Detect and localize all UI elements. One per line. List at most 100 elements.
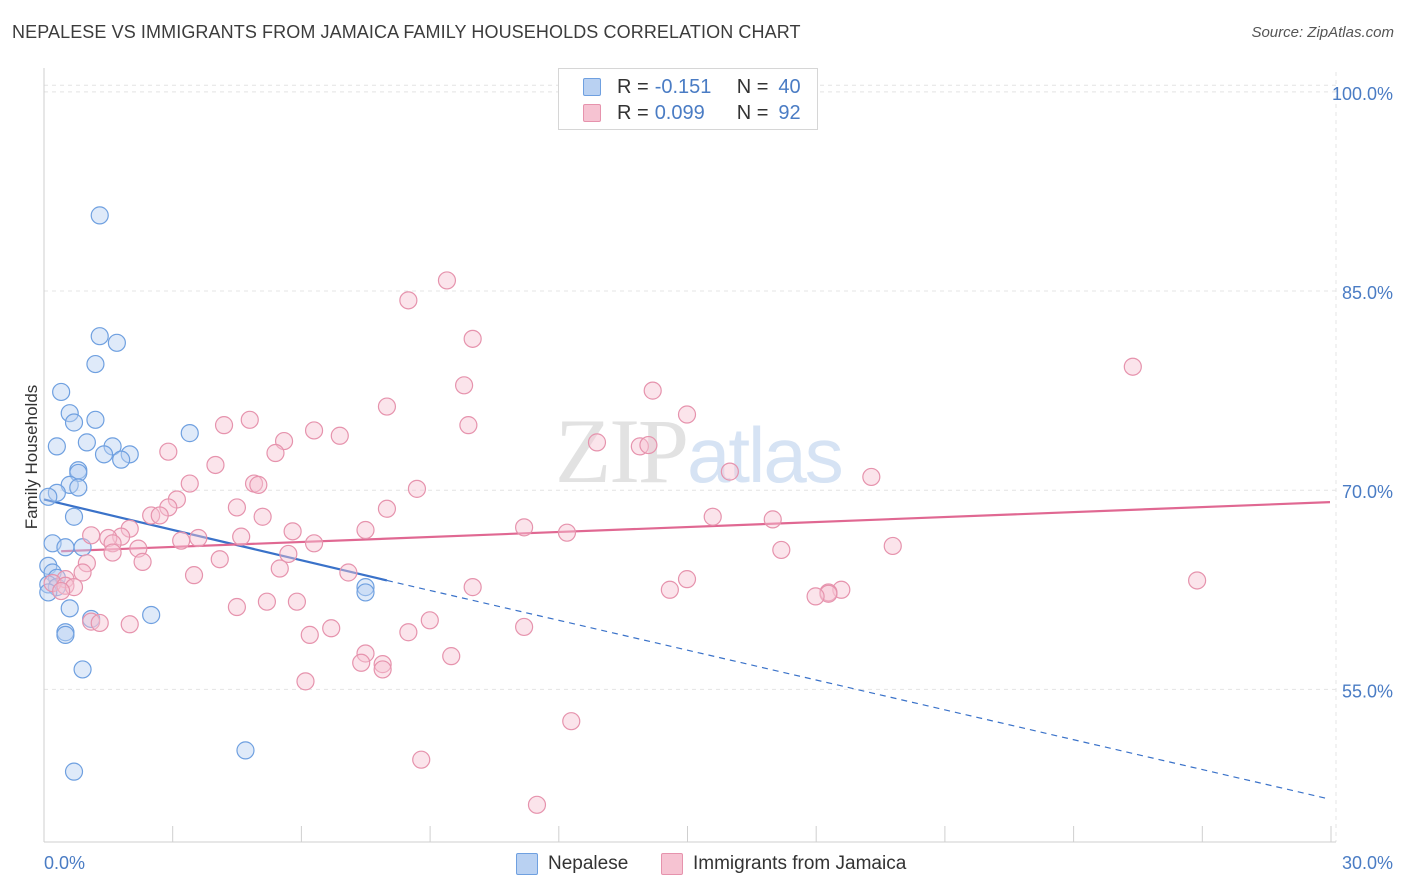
point-jamaica <box>720 462 739 481</box>
chart-title: NEPALESE VS IMMIGRANTS FROM JAMAICA FAMI… <box>12 22 801 42</box>
point-jamaica <box>214 416 234 435</box>
point-jamaica <box>120 615 139 634</box>
point-jamaica <box>373 655 392 674</box>
bottom-legend-jamaica: Immigrants from Jamaica <box>661 851 906 877</box>
point-jamaica <box>356 520 375 540</box>
point-jamaica <box>399 291 418 310</box>
point-jamaica <box>660 580 679 599</box>
point-jamaica <box>1123 357 1142 376</box>
watermark-zip: ZIP <box>555 400 689 502</box>
point-nepalese <box>236 741 255 760</box>
point-nepalese <box>64 413 84 432</box>
point-jamaica <box>352 653 371 672</box>
point-jamaica <box>279 544 298 564</box>
point-jamaica <box>339 563 358 582</box>
point-nepalese <box>142 605 161 625</box>
point-jamaica <box>103 543 122 562</box>
point-jamaica <box>184 566 204 585</box>
legend-row-nepalese: R = -0.151 N = 40 <box>583 74 801 100</box>
point-jamaica <box>677 570 697 589</box>
point-jamaica <box>73 563 92 582</box>
point-jamaica <box>883 536 902 556</box>
trend-line-jamaica <box>61 501 1331 553</box>
point-jamaica <box>557 523 577 542</box>
legend-swatch-jamaica <box>583 104 601 122</box>
point-jamaica <box>377 499 397 518</box>
point-jamaica <box>206 455 225 475</box>
point-jamaica <box>82 526 101 545</box>
point-nepalese <box>39 487 58 506</box>
point-nepalese <box>47 483 66 502</box>
point-jamaica <box>459 416 478 435</box>
point-jamaica <box>103 534 122 553</box>
point-jamaica <box>862 467 881 487</box>
legend-n-value-jamaica: 92 <box>778 101 801 124</box>
point-jamaica <box>420 611 439 630</box>
gridlines <box>44 72 1337 842</box>
point-nepalese <box>64 762 84 781</box>
point-jamaica <box>240 410 259 429</box>
point-jamaica <box>527 795 547 814</box>
point-jamaica <box>463 329 482 348</box>
y-tick-label: 85.0% <box>1342 283 1393 303</box>
legend-swatch-nepalese <box>583 78 601 96</box>
point-nepalese <box>86 410 105 429</box>
point-jamaica <box>763 510 782 529</box>
point-jamaica <box>639 435 658 455</box>
point-nepalese <box>94 445 114 464</box>
point-jamaica <box>643 381 662 400</box>
point-jamaica <box>270 559 289 578</box>
axes <box>43 68 1336 843</box>
point-nepalese <box>60 404 79 423</box>
bottom-legend-label-nepalese: Nepalese <box>548 853 629 874</box>
point-jamaica <box>150 506 169 525</box>
data-points <box>39 206 1207 814</box>
point-jamaica <box>322 619 341 638</box>
point-nepalese <box>56 625 75 644</box>
legend-r-value-nepalese: -0.151 <box>654 75 712 98</box>
legend: R = -0.151 N = 40 R = 0.099 N = 92 <box>558 68 818 130</box>
point-nepalese <box>47 437 66 456</box>
point-jamaica <box>330 426 349 445</box>
legend-r-value-jamaica: 0.099 <box>654 101 705 124</box>
point-jamaica <box>189 528 208 548</box>
point-nepalese <box>180 424 199 443</box>
point-nepalese <box>112 450 131 469</box>
legend-r-label-nepalese: R = <box>617 75 649 98</box>
bottom-legend-swatch-jamaica <box>661 853 683 875</box>
point-jamaica <box>356 644 375 663</box>
x-tick-label-min: 0.0% <box>44 853 85 873</box>
point-jamaica <box>407 479 427 498</box>
point-jamaica <box>562 712 581 731</box>
legend-n-label-jamaica: N = <box>736 101 769 124</box>
point-nepalese <box>86 354 105 374</box>
y-tick-label: 100.0% <box>1332 84 1393 104</box>
point-jamaica <box>587 433 607 452</box>
point-nepalese <box>64 507 84 526</box>
y-tick-label: 55.0% <box>1342 681 1393 701</box>
point-nepalese <box>356 578 375 597</box>
bottom-legend-nepalese: Nepalese <box>516 851 628 877</box>
point-nepalese <box>90 206 109 225</box>
point-jamaica <box>373 660 392 679</box>
point-jamaica <box>1188 571 1207 590</box>
point-jamaica <box>227 597 246 617</box>
point-jamaica <box>772 540 791 560</box>
point-jamaica <box>77 554 96 573</box>
tick-labels: 55.0% 70.0% 85.0% 100.0% 0.0% 30.0% <box>44 84 1393 873</box>
y-tick-label: 70.0% <box>1342 482 1393 502</box>
point-jamaica <box>232 527 251 546</box>
point-nepalese <box>356 583 375 602</box>
x-tick-label-max: 30.0% <box>1342 853 1393 873</box>
point-nepalese <box>52 382 71 402</box>
point-jamaica <box>133 552 152 571</box>
point-jamaica <box>257 592 277 611</box>
point-jamaica <box>300 625 319 644</box>
trend-lines <box>43 498 1331 799</box>
point-jamaica <box>90 613 109 633</box>
point-jamaica <box>515 518 534 537</box>
point-jamaica <box>806 587 825 606</box>
bottom-legend-label-jamaica: Immigrants from Jamaica <box>693 853 907 874</box>
point-jamaica <box>454 376 474 395</box>
